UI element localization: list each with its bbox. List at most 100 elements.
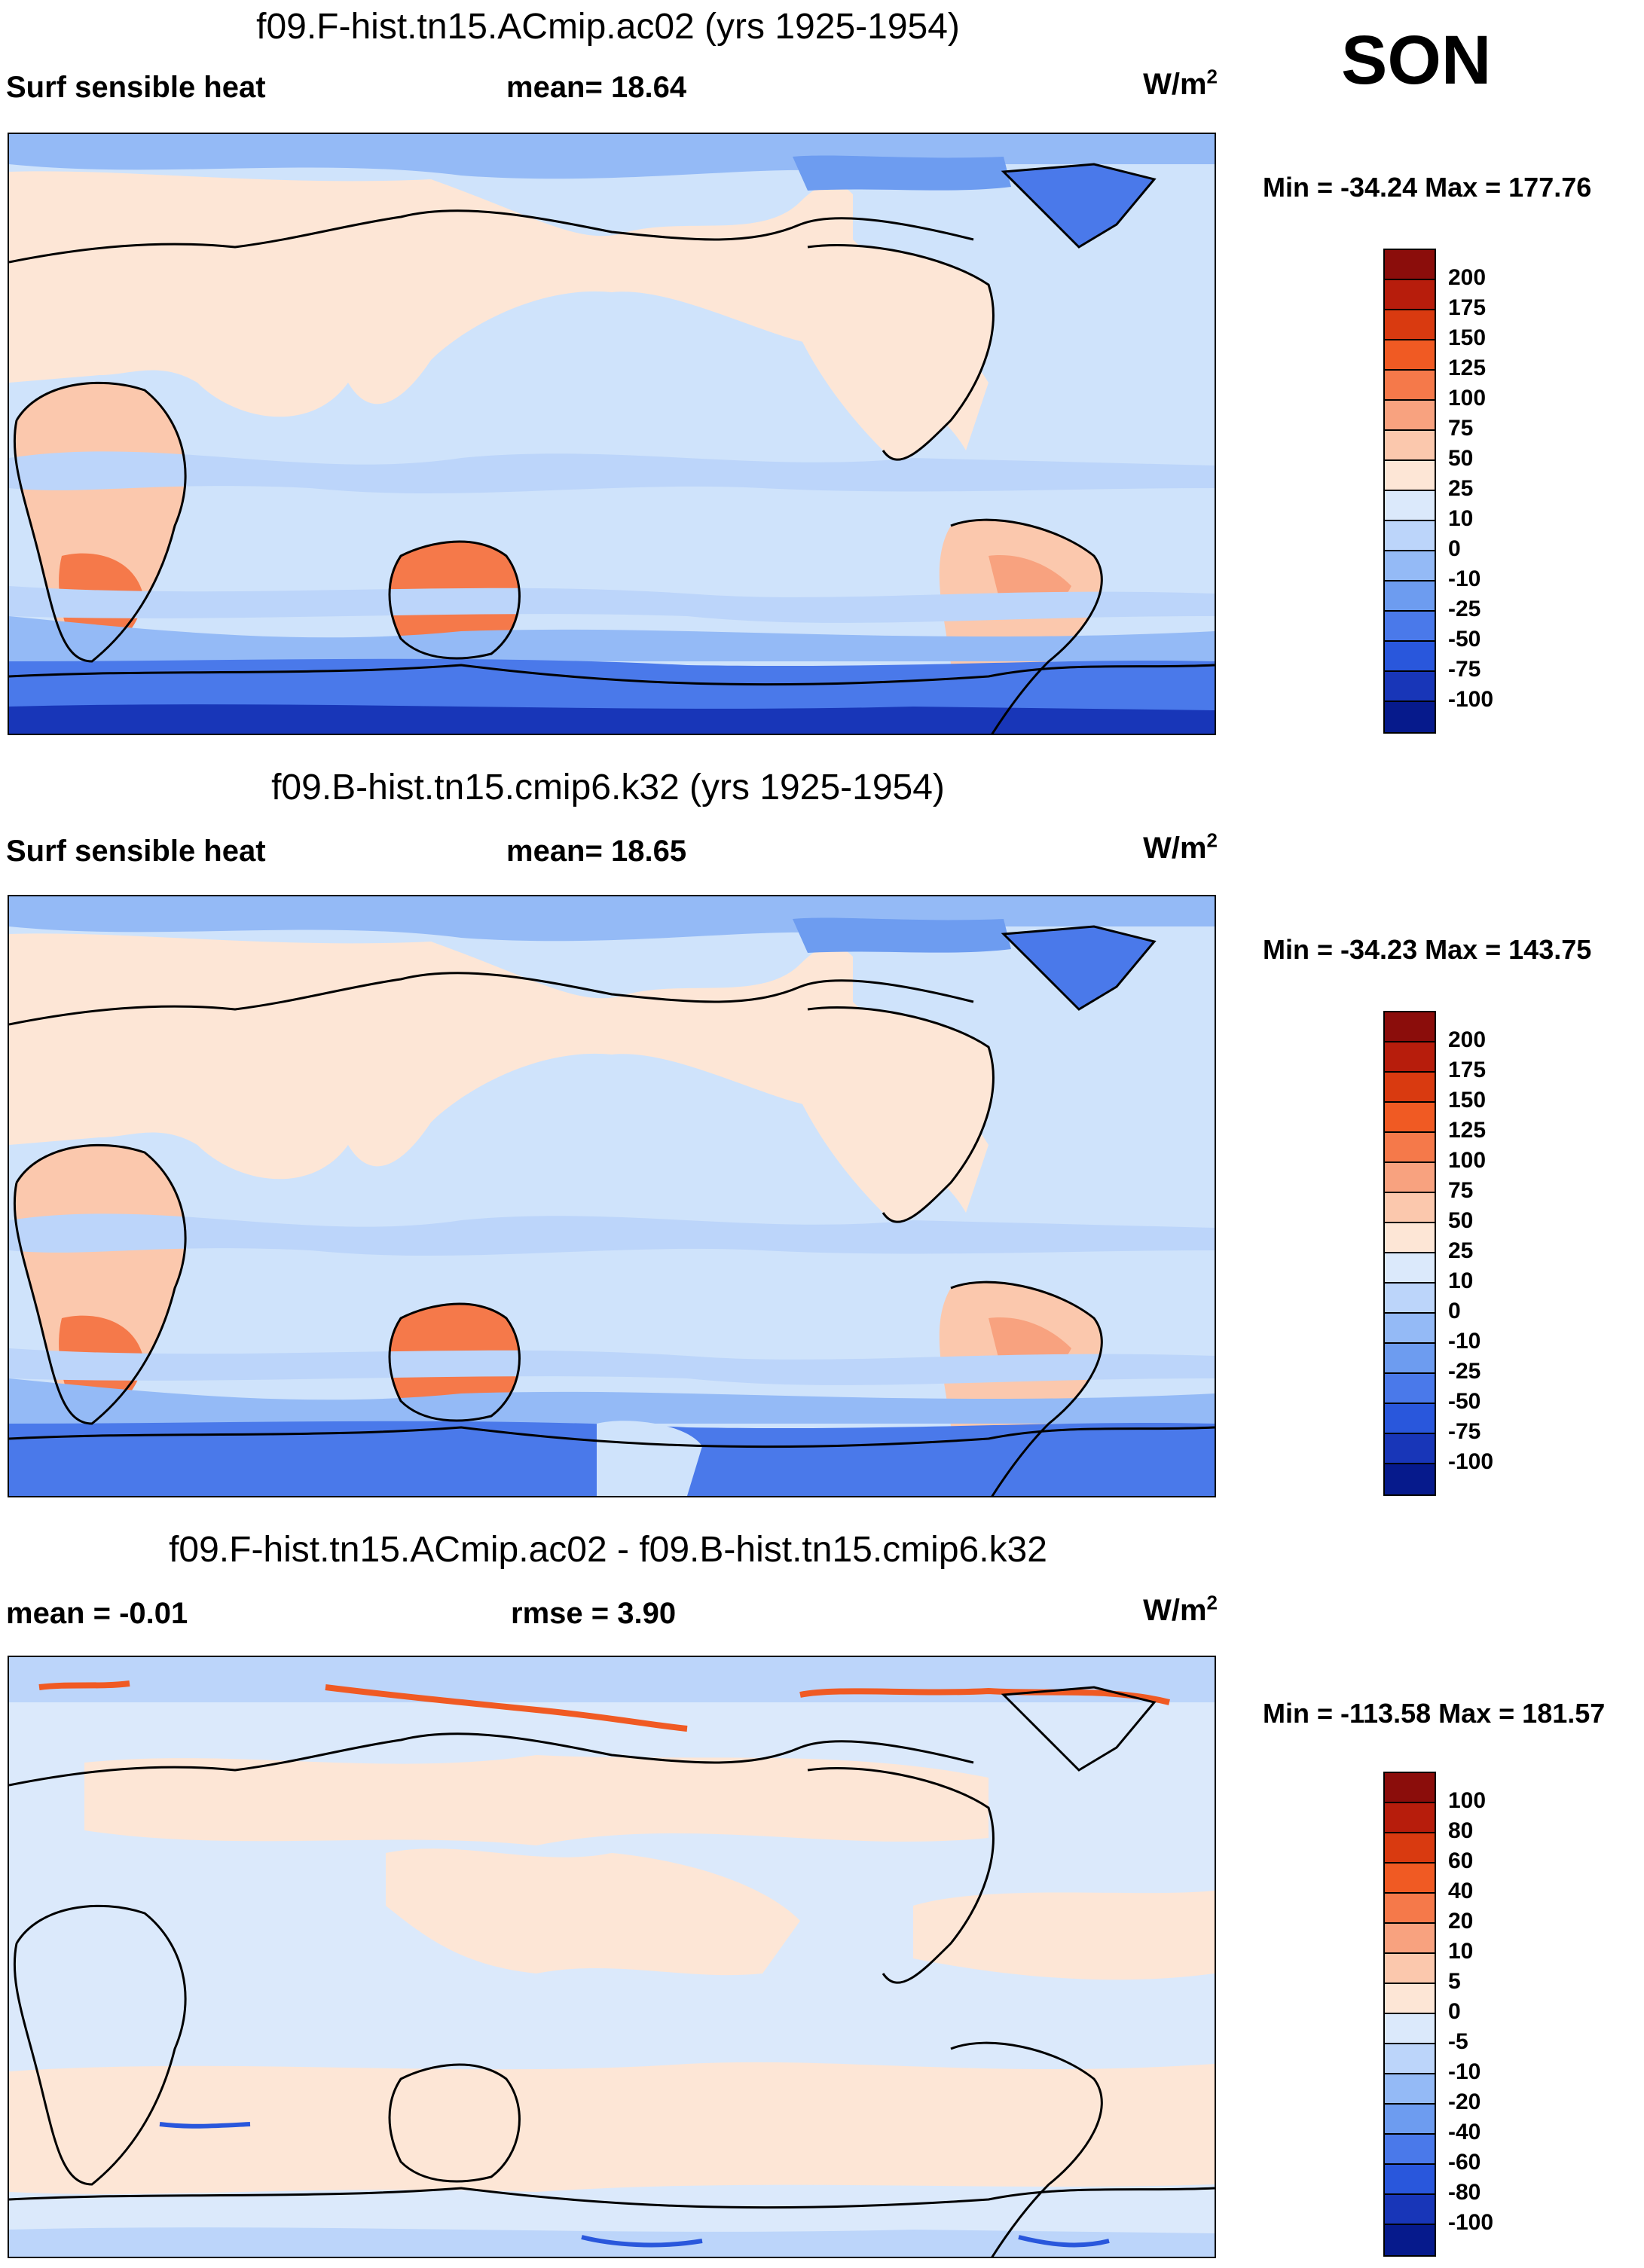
- panel-3-coastlines: [9, 1686, 1215, 2257]
- colorbar-swatch: [1385, 401, 1435, 431]
- colorbar-swatch: [1385, 672, 1435, 702]
- colorbar-swatch: [1385, 1012, 1435, 1042]
- colorbar-swatch: [1385, 2074, 1435, 2105]
- colorbar-label: 75: [1448, 416, 1474, 441]
- panel-1-min-max: Min = -34.24 Max = 177.76: [1263, 172, 1592, 203]
- panel-2-coastlines: [9, 925, 1215, 1496]
- panel-3-min-max: Min = -113.58 Max = 181.57: [1263, 1698, 1606, 1729]
- colorbar-swatch: [1385, 642, 1435, 672]
- colorbar-swatch: [1385, 1193, 1435, 1223]
- colorbar-swatch: [1385, 551, 1435, 581]
- colorbar-swatch: [1385, 702, 1435, 732]
- colorbar-swatch: [1385, 1404, 1435, 1434]
- panel-2-field: [9, 896, 1215, 1496]
- colorbar-label: 10: [1448, 506, 1474, 531]
- colorbar-label: -60: [1448, 2150, 1481, 2175]
- colorbar-label: -50: [1448, 627, 1481, 652]
- colorbar-label: -100: [1448, 2210, 1494, 2235]
- panel-3-field: [9, 1657, 1215, 2257]
- colorbar-swatch: [1385, 1894, 1435, 1924]
- colorbar-swatch: [1385, 2135, 1435, 2165]
- panel-3-rmse-label: rmse = 3.90: [511, 1597, 677, 1630]
- colorbar-label: -25: [1448, 1359, 1481, 1384]
- colorbar-label: 0: [1448, 1999, 1461, 2024]
- colorbar-label: -25: [1448, 597, 1481, 621]
- colorbar-label: 200: [1448, 1027, 1487, 1052]
- panel-1-title: f09.F-hist.tn15.ACmip.ac02 (yrs 1925-195…: [256, 7, 960, 47]
- colorbar-swatch: [1385, 2014, 1435, 2044]
- colorbar-label: -100: [1448, 1449, 1494, 1474]
- panel-1-mean-label: mean= 18.64: [506, 71, 687, 104]
- panel-3-map: [8, 1656, 1216, 2258]
- colorbar-swatch: [1385, 371, 1435, 401]
- colorbar-label: 60: [1448, 1848, 1474, 1873]
- colorbar-swatch: [1385, 1284, 1435, 1314]
- colorbar-swatch: [1385, 1073, 1435, 1103]
- colorbar-label: -10: [1448, 566, 1481, 591]
- colorbar-label: 125: [1448, 356, 1487, 380]
- colorbar-swatch: [1385, 1954, 1435, 1984]
- colorbar-swatch: [1385, 2225, 1435, 2255]
- colorbar-label: 20: [1448, 1909, 1474, 1934]
- panel-3-antarctic-anomaly: [159, 2122, 1110, 2248]
- panel-2-min-max: Min = -34.23 Max = 143.75: [1263, 934, 1592, 965]
- colorbar-label: 100: [1448, 1788, 1487, 1813]
- panel-3-arctic-coast-anomaly: [38, 1680, 1170, 1732]
- colorbar-label: -10: [1448, 1329, 1481, 1354]
- colorbar-swatch: [1385, 1042, 1435, 1073]
- colorbar-label: 200: [1448, 265, 1487, 290]
- colorbar-label: 150: [1448, 325, 1487, 350]
- panel-3-mean-label: mean = -0.01: [6, 1597, 188, 1630]
- colorbar-label: 50: [1448, 446, 1474, 471]
- colorbar-swatch: [1385, 461, 1435, 491]
- colorbar-swatch: [1385, 2044, 1435, 2074]
- panel-2-units: W/m2: [1143, 829, 1218, 865]
- panel-1-variable-label: Surf sensible heat: [6, 71, 266, 104]
- colorbar-swatch: [1385, 1924, 1435, 1954]
- colorbar-label: 25: [1448, 476, 1474, 501]
- colorbar-label: -50: [1448, 1389, 1481, 1414]
- colorbar-label: -20: [1448, 2089, 1481, 2114]
- colorbar-swatch: [1385, 250, 1435, 280]
- colorbar-label: 80: [1448, 1818, 1474, 1843]
- colorbar-label: 50: [1448, 1208, 1474, 1233]
- colorbar-swatch: [1385, 1163, 1435, 1193]
- colorbar-label: 75: [1448, 1178, 1474, 1203]
- colorbar-swatch: [1385, 1803, 1435, 1833]
- colorbar-swatch: [1385, 1103, 1435, 1133]
- colorbar-swatch: [1385, 2165, 1435, 2195]
- panel-1-units: W/m2: [1143, 65, 1218, 101]
- colorbar-label: 10: [1448, 1268, 1474, 1293]
- colorbar-label: 100: [1448, 1148, 1487, 1173]
- colorbar-swatch: [1385, 491, 1435, 521]
- colorbar-swatch: [1385, 581, 1435, 612]
- colorbar-label: 5: [1448, 1969, 1461, 1994]
- panel-2-colorbar: [1383, 1011, 1436, 1496]
- colorbar-label: -80: [1448, 2180, 1481, 2205]
- colorbar-swatch: [1385, 1434, 1435, 1464]
- colorbar-label: 175: [1448, 1058, 1487, 1082]
- colorbar-swatch: [1385, 1374, 1435, 1404]
- colorbar-label: -40: [1448, 2120, 1481, 2144]
- colorbar-swatch: [1385, 1344, 1435, 1374]
- colorbar-label: -75: [1448, 657, 1481, 682]
- panel-1-field: [9, 134, 1215, 734]
- panel-1-coastlines: [9, 163, 1215, 734]
- colorbar-label: 0: [1448, 536, 1461, 561]
- panel-2-title: f09.B-hist.tn15.cmip6.k32 (yrs 1925-1954…: [271, 768, 945, 807]
- colorbar-swatch: [1385, 1223, 1435, 1253]
- panel-2-mean-label: mean= 18.65: [506, 835, 687, 868]
- colorbar-swatch: [1385, 1464, 1435, 1494]
- colorbar-swatch: [1385, 2105, 1435, 2135]
- colorbar-swatch: [1385, 1864, 1435, 1894]
- panel-3-units: W/m2: [1143, 1591, 1218, 1627]
- panel-3-colorbar: [1383, 1772, 1436, 2257]
- colorbar-label: -75: [1448, 1419, 1481, 1444]
- season-label: SON: [1341, 22, 1492, 99]
- panel-1-colorbar: [1383, 249, 1436, 734]
- colorbar-swatch: [1385, 2195, 1435, 2225]
- colorbar-swatch: [1385, 1833, 1435, 1864]
- colorbar-swatch: [1385, 431, 1435, 461]
- colorbar-label: -5: [1448, 2029, 1468, 2054]
- panel-2-map: [8, 895, 1216, 1497]
